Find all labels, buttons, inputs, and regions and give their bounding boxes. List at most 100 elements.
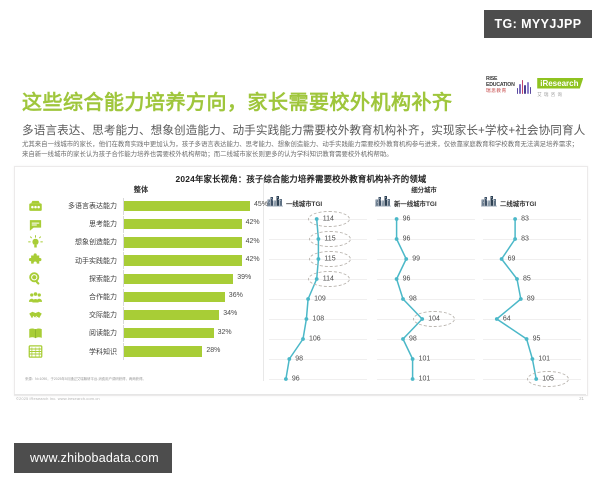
handshake-icon [19, 307, 51, 324]
group-people-icon [19, 289, 51, 306]
tgi-point-value: 96 [402, 215, 411, 223]
highlight-ellipse [309, 251, 352, 267]
gridline [483, 339, 581, 340]
overall-bar-chart: 整体 多语言表达能力 45% 思考能力 42% 想象创造能力 42% 动手实践能力 42% 探索… [19, 183, 268, 389]
brand-logos: RISE EDUCATION 瑞思教育 iResearch 艾瑞咨询 [486, 68, 592, 102]
gridline [483, 279, 581, 280]
iresearch-logo-en: iResearch [537, 77, 584, 89]
tgi-chart-title: 一线城市TGI [286, 200, 323, 208]
tgi-plot-area: 83 83 69 85 89 64 95 101 105 [479, 211, 585, 387]
overall-chart-label: 整体 [133, 185, 149, 194]
tgi-point-value: 104 [428, 315, 440, 323]
bar-fill [124, 200, 250, 212]
tgi-point-value: 96 [402, 275, 411, 283]
language-icon [19, 198, 51, 215]
bar-track: 28% [123, 343, 263, 361]
tgi-point-value: 95 [532, 335, 541, 343]
tgi-chart-header: 新一线城市TGI [373, 195, 479, 211]
gridline [269, 339, 367, 340]
bar-value-label: 42% [245, 219, 260, 227]
bar-category-label: 想象创造能力 [75, 239, 117, 247]
puzzle-piece-icon [19, 252, 51, 269]
iresearch-logo-cn: 艾瑞咨询 [537, 91, 565, 97]
chart-card-title: 2024年家长视角：孩子综合能力培养需要校外教育机构补齐的领域 [175, 174, 427, 184]
bar-fill [124, 328, 214, 339]
bar-category-label: 交际能力 [89, 312, 117, 320]
bar-category-label: 学科知识 [89, 348, 117, 356]
tgi-point-value: 98 [409, 295, 417, 303]
page-title: 这些综合能力培养方向，家长需要校外机构补齐 [22, 92, 453, 114]
bar-chart-row: 动手实践能力 42% [19, 252, 263, 270]
tgi-point-value: 85 [523, 275, 531, 283]
gridline [377, 299, 475, 300]
tgi-chart-newtier1: 新一线城市TGI 96 96 99 96 98 104 98 101 101 [373, 195, 479, 389]
lightbulb-icon [19, 234, 51, 251]
highlight-ellipse [527, 371, 570, 387]
gridline [377, 239, 475, 240]
tgi-point-value: 69 [507, 255, 516, 263]
bar-value-label: 42% [245, 237, 260, 245]
bar-track: 34% [123, 306, 263, 324]
gridline [483, 319, 581, 320]
bar-category-label: 探索能力 [89, 275, 117, 283]
iresearch-logo: iResearch 艾瑞咨询 [537, 73, 584, 98]
tgi-point-value: 83 [521, 235, 529, 243]
open-book-icon [19, 325, 51, 342]
tgi-point-value: 83 [521, 215, 529, 223]
gridline [483, 219, 581, 220]
bar-track: 42% [123, 233, 263, 251]
gridline [483, 259, 581, 260]
bar-track: 32% [123, 324, 263, 342]
tgi-point-value: 106 [309, 335, 321, 343]
bar-chart-row: 阅读能力 32% [19, 324, 263, 342]
site-watermark-text: www.zhibobadata.com [30, 451, 159, 465]
tgi-chart-tier1: 一线城市TGI 114 115 115 114 109 108 106 98 96 [265, 195, 371, 389]
bar-chart-row: 多语言表达能力 45% [19, 197, 268, 215]
bar-value-label: 32% [217, 328, 232, 336]
bar-value-label: 36% [228, 292, 243, 300]
tgi-point-value: 105 [542, 375, 554, 383]
site-watermark-badge: www.zhibobadata.com [14, 443, 172, 473]
page-subtitle: 多语言表达、思考能力、想象创造能力、动手实践能力需要校外教育机构补齐，实现家长+… [22, 124, 586, 137]
gridline [377, 339, 475, 340]
tgi-point-value: 114 [322, 215, 334, 223]
card-divider-left [263, 181, 264, 381]
bar-fill [124, 309, 220, 321]
bar-fill [124, 346, 203, 357]
bar-category-label: 动手实践能力 [75, 257, 117, 265]
gridline [483, 299, 581, 300]
page-number: 21 [579, 396, 584, 401]
tgi-plot-area: 114 115 115 114 109 108 106 98 96 [265, 211, 371, 387]
rise-logo-line1: RISE [486, 76, 498, 82]
tg-watermark-badge: TG: MYYJJPP [484, 10, 592, 38]
bar-chart-row: 交际能力 34% [19, 306, 263, 324]
bar-value-label: 28% [206, 346, 221, 354]
bar-fill [124, 291, 225, 303]
gridline [269, 379, 367, 380]
speech-bubble-icon [19, 216, 51, 233]
gridline [377, 219, 475, 220]
bar-fill [124, 218, 242, 230]
magnifier-icon [19, 270, 51, 287]
gridline [377, 259, 475, 260]
city-skyline-icon [481, 194, 497, 212]
page-body-text: 尤其来自一线城市的家长，他们在教育实践中更加认为，孩子多语言表达能力、思考能力、… [22, 141, 578, 158]
bar-category-label: 合作能力 [89, 294, 117, 302]
tgi-point-value: 101 [418, 375, 431, 383]
copyright-text: ©2025 iResearch Inc. www.iresearch.com.c… [16, 396, 100, 401]
bar-fill [124, 255, 242, 266]
bar-chart-rows: 多语言表达能力 45% 思考能力 42% 想象创造能力 42% 动手实践能力 42% 探索能力 3… [19, 197, 268, 361]
tgi-point-value: 115 [324, 235, 336, 243]
chart-card: 2024年家长视角：孩子综合能力培养需要校外教育机构补齐的领域 整体 多语言表达… [14, 166, 588, 396]
tgi-charts-section: 细分城市 一线城市TGI 114 115 115 114 109 108 106 98 96 新一… [265, 183, 583, 389]
tgi-chart-tier2: 二线城市TGI 83 83 69 85 89 64 95 101 105 [479, 195, 585, 389]
footer-divider [14, 394, 586, 395]
city-skyline-icon [267, 194, 283, 212]
highlight-ellipse [307, 211, 350, 227]
tgi-chart-title: 新一线城市TGI [394, 200, 437, 208]
segment-cities-label: 细分城市 [411, 187, 437, 194]
tgi-chart-title: 二线城市TGI [500, 200, 537, 208]
rise-logo-line2: EDUCATION [486, 82, 515, 88]
tgi-point-value: 64 [502, 315, 511, 323]
